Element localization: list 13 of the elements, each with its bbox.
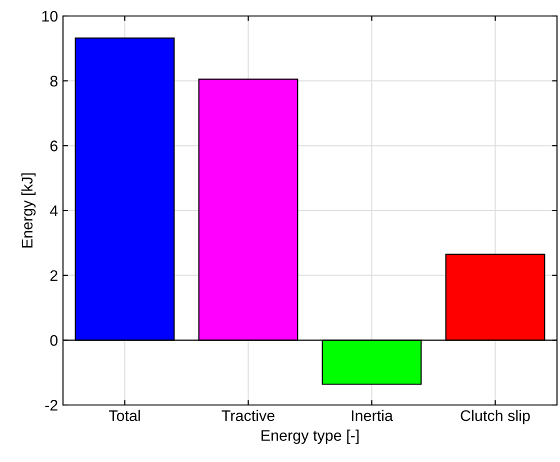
y-tick-label: 10 (42, 10, 58, 22)
x-tick-label: Total (108, 410, 140, 422)
x-tick-label: Clutch slip (460, 410, 530, 424)
x-axis-title: Energy type [-] (262, 430, 359, 444)
x-tick-label: Inertia (352, 410, 393, 422)
y-tick-label: -2 (45, 400, 58, 411)
x-tick-label: Tractive (222, 410, 274, 422)
y-axis-title: Energy [kJ] (21, 173, 36, 248)
y-tick-label: 0 (50, 335, 58, 346)
y-tick-label: 4 (50, 206, 58, 216)
y-tick-label: 6 (50, 140, 58, 152)
y-tick-label: 8 (50, 76, 58, 87)
y-tick-label: 2 (50, 270, 58, 281)
